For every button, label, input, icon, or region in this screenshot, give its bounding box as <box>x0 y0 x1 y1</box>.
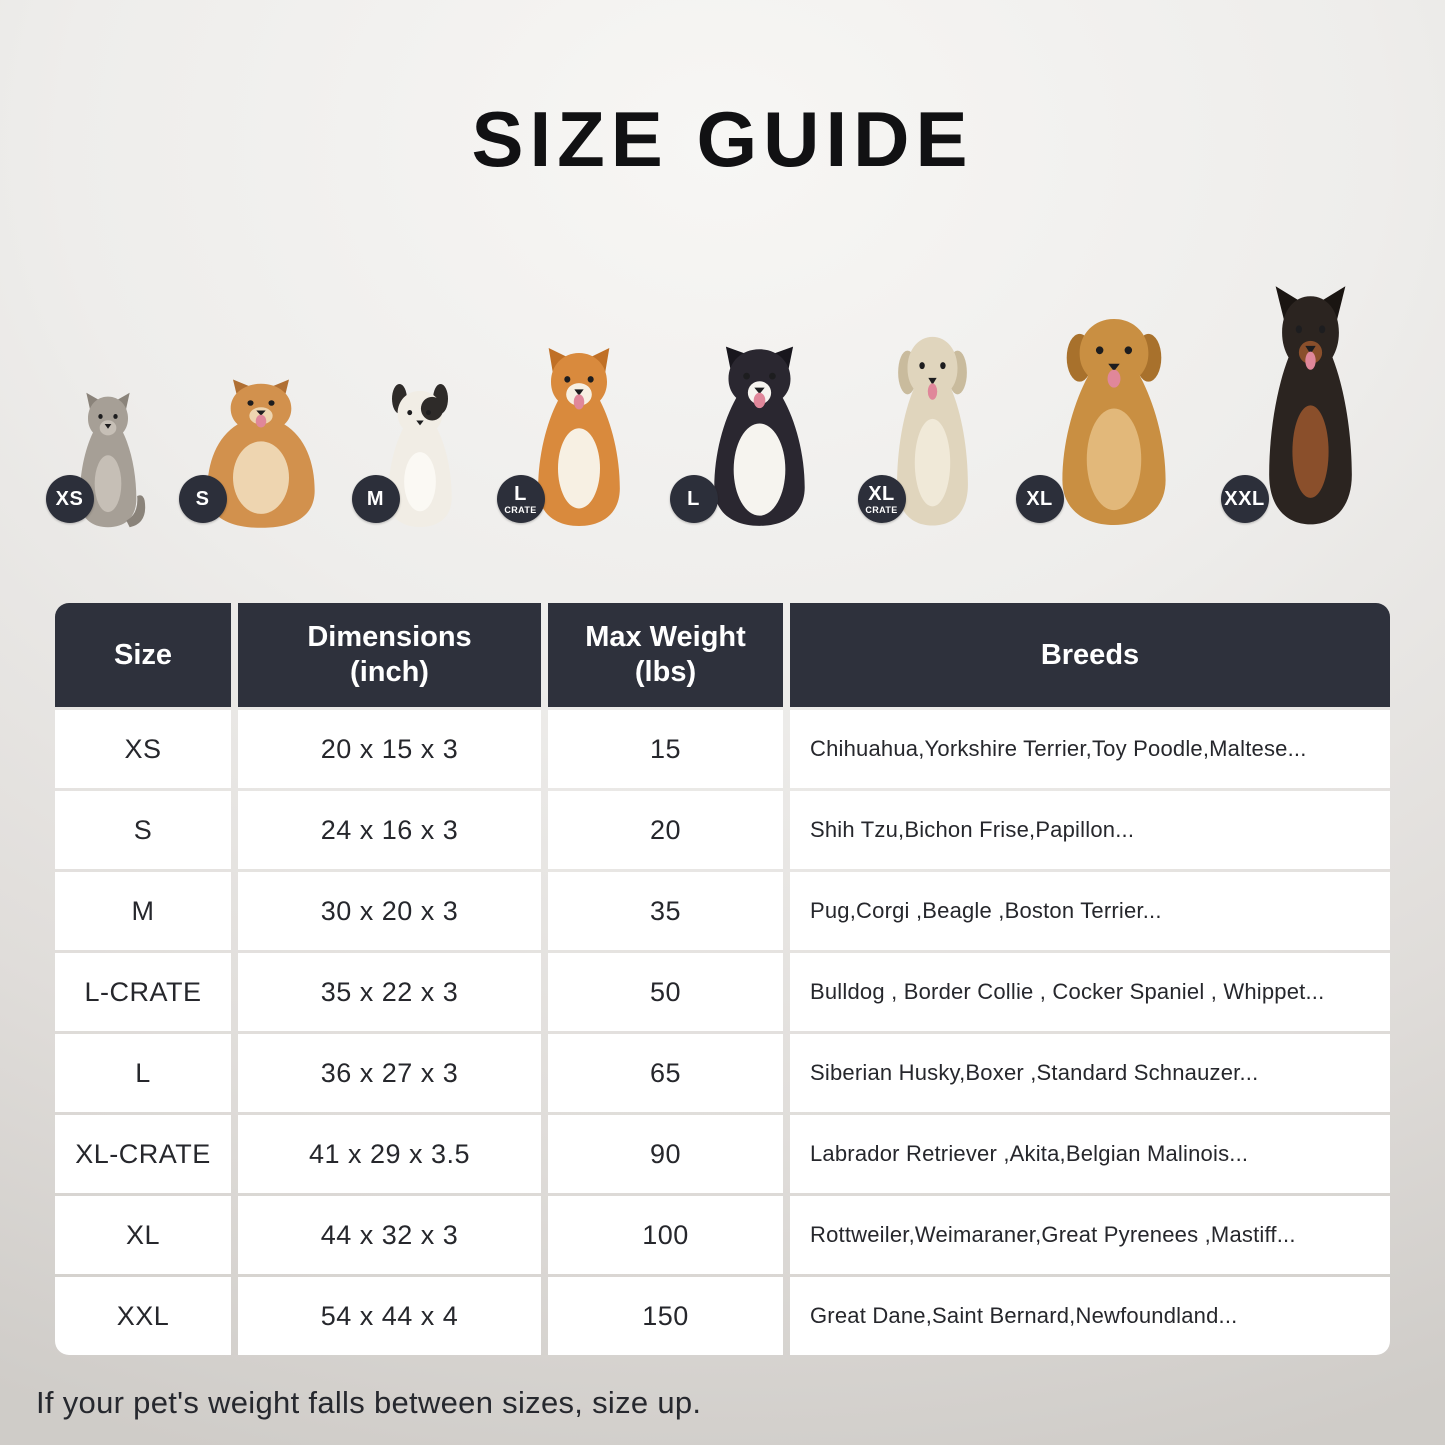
cell-breeds: Labrador Retriever ,Akita,Belgian Malino… <box>790 1115 1390 1193</box>
sizing-advice-note: If your pet's weight falls between sizes… <box>36 1385 702 1420</box>
labrador-retriever-illustration <box>896 336 968 526</box>
cell-max-weight: 65 <box>548 1034 783 1112</box>
animal-pomeranian: S <box>178 371 331 531</box>
cell-breeds: Chihuahua,Yorkshire Terrier,Toy Poodle,M… <box>790 710 1390 788</box>
size-badge-xl: XL <box>1015 475 1064 523</box>
header-line1: Breeds <box>1040 638 1140 671</box>
page-title: SIZE GUIDE <box>471 95 974 183</box>
badge-label: XL <box>1026 488 1053 510</box>
size-badge-s: S <box>178 475 227 523</box>
header-line2: (lbs) <box>634 656 697 688</box>
column-header-size: Size <box>55 603 231 707</box>
animal-shiba-inu: L CRATE <box>496 343 649 531</box>
cell-max-weight: 90 <box>548 1115 783 1193</box>
cell-size: XL <box>55 1196 231 1274</box>
cell-dimensions: 44 x 32 x 3 <box>238 1196 541 1274</box>
cell-breeds: Shih Tzu,Bichon Frise,Papillon... <box>790 791 1390 869</box>
cell-max-weight: 20 <box>548 791 783 869</box>
badge-sublabel: CRATE <box>504 504 537 515</box>
cell-size: XXL <box>55 1277 231 1355</box>
french-bulldog-illustration <box>387 383 452 528</box>
badge-label: S <box>195 488 210 510</box>
badge-label: M <box>366 488 385 510</box>
animal-french-bulldog: M <box>351 383 476 531</box>
cell-size: L <box>55 1034 231 1112</box>
badge-label: XL <box>868 482 895 505</box>
badge-label: XS <box>55 488 84 510</box>
column-header-dimensions: Dimensions (inch) <box>238 603 541 707</box>
header-line1: Max Weight <box>585 621 746 654</box>
size-badge-l: L <box>669 475 718 523</box>
cell-breeds: Siberian Husky,Boxer ,Standard Schnauzer… <box>790 1034 1390 1112</box>
doberman-illustration <box>1268 286 1352 525</box>
cell-dimensions: 54 x 44 x 4 <box>238 1277 541 1355</box>
cell-size: L-CRATE <box>55 953 231 1031</box>
animal-border-collie: L <box>669 339 837 531</box>
animal-labrador-retriever: XL CRATE <box>857 326 995 531</box>
shiba-inu-illustration <box>537 348 620 526</box>
cell-dimensions: 35 x 22 x 3 <box>238 953 541 1031</box>
header-line2: (inch) <box>350 656 429 688</box>
cell-breeds: Pug,Corgi ,Beagle ,Boston Terrier... <box>790 872 1390 950</box>
animal-golden-retriever: XL <box>1015 307 1200 531</box>
animal-cat: XS <box>45 389 158 531</box>
cell-size: XL-CRATE <box>55 1115 231 1193</box>
size-badge-xxl: XXL <box>1220 475 1269 523</box>
badge-sublabel: CRATE <box>865 504 898 515</box>
size-guide-table: Size Dimensions (inch) Max Weight (lbs) … <box>55 603 1390 1355</box>
pet-size-illustration-row: XS S M <box>45 273 1388 531</box>
cell-breeds: Great Dane,Saint Bernard,Newfoundland... <box>790 1277 1390 1355</box>
column-header-breeds: Breeds <box>790 603 1390 707</box>
size-badge-xs: XS <box>45 475 94 523</box>
animal-doberman: XXL <box>1220 283 1388 531</box>
badge-label: L <box>687 488 700 510</box>
cell-max-weight: 150 <box>548 1277 783 1355</box>
size-badge-xl-crate: XL CRATE <box>857 475 906 523</box>
cell-size: S <box>55 791 231 869</box>
cell-dimensions: 41 x 29 x 3.5 <box>238 1115 541 1193</box>
cell-breeds: Bulldog , Border Collie , Cocker Spaniel… <box>790 953 1390 1031</box>
cell-dimensions: 24 x 16 x 3 <box>238 791 541 869</box>
cell-max-weight: 50 <box>548 953 783 1031</box>
cell-dimensions: 36 x 27 x 3 <box>238 1034 541 1112</box>
column-header-max-weight: Max Weight (lbs) <box>548 603 783 707</box>
cell-size: XS <box>55 710 231 788</box>
badge-label: L <box>514 482 527 505</box>
pomeranian-illustration <box>206 379 315 528</box>
cell-breeds: Rottweiler,Weimaraner,Great Pyrenees ,Ma… <box>790 1196 1390 1274</box>
cell-size: M <box>55 872 231 950</box>
size-badge-m: M <box>351 475 400 523</box>
cell-max-weight: 35 <box>548 872 783 950</box>
header-line1: Size <box>113 638 173 671</box>
cell-dimensions: 20 x 15 x 3 <box>238 710 541 788</box>
size-badge-l-crate: L CRATE <box>496 475 545 523</box>
cell-dimensions: 30 x 20 x 3 <box>238 872 541 950</box>
golden-retriever-illustration <box>1061 318 1166 526</box>
badge-label: XXL <box>1224 488 1265 510</box>
border-collie-illustration <box>713 346 805 526</box>
cell-max-weight: 15 <box>548 710 783 788</box>
cell-max-weight: 100 <box>548 1196 783 1274</box>
header-line1: Dimensions <box>307 621 472 654</box>
